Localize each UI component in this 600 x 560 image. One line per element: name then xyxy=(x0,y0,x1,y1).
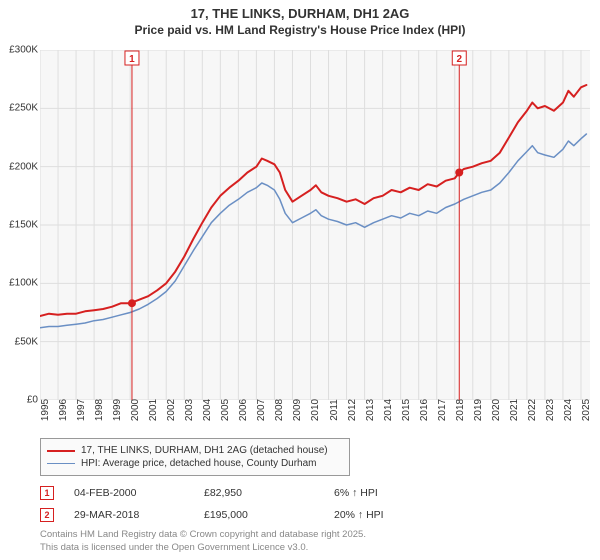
x-axis-label: 2006 xyxy=(238,399,249,421)
x-axis-label: 2001 xyxy=(148,399,159,421)
x-axis-label: 1998 xyxy=(94,399,105,421)
svg-text:2: 2 xyxy=(456,54,462,65)
x-axis-label: 1996 xyxy=(58,399,69,421)
marker-delta-1: 6% ↑ HPI xyxy=(334,487,378,499)
y-axis-label: £50K xyxy=(2,336,38,347)
legend-label-0: 17, THE LINKS, DURHAM, DH1 2AG (detached… xyxy=(81,445,328,456)
y-axis-label: £100K xyxy=(2,278,38,289)
footer-attribution: Contains HM Land Registry data © Crown c… xyxy=(40,529,366,554)
x-axis-label: 2010 xyxy=(310,399,321,421)
x-axis-label: 2016 xyxy=(419,399,430,421)
plot-area: 12 £0£50K£100K£150K£200K£250K£300K 19951… xyxy=(40,50,590,400)
footer-line-2: This data is licensed under the Open Gov… xyxy=(40,542,366,554)
marker-row-1: 1 04-FEB-2000 £82,950 6% ↑ HPI xyxy=(40,486,378,500)
y-axis-label: £250K xyxy=(2,103,38,114)
footer-line-1: Contains HM Land Registry data © Crown c… xyxy=(40,529,366,541)
y-axis-label: £0 xyxy=(2,395,38,406)
x-axis-label: 2002 xyxy=(166,399,177,421)
x-axis-label: 2014 xyxy=(383,399,394,421)
x-axis-label: 1995 xyxy=(40,399,51,421)
y-axis-label: £200K xyxy=(2,161,38,172)
plot-svg: 12 xyxy=(40,50,590,400)
x-axis-label: 2022 xyxy=(527,399,538,421)
y-axis-label: £300K xyxy=(2,45,38,56)
x-axis-label: 2019 xyxy=(473,399,484,421)
title-address: 17, THE LINKS, DURHAM, DH1 2AG xyxy=(0,6,600,21)
x-axis-label: 2011 xyxy=(329,399,340,421)
x-axis-label: 2003 xyxy=(184,399,195,421)
x-axis-label: 2015 xyxy=(401,399,412,421)
x-axis-label: 2017 xyxy=(437,399,448,421)
x-axis-label: 2013 xyxy=(365,399,376,421)
legend-label-1: HPI: Average price, detached house, Coun… xyxy=(81,458,317,469)
marker-price-1: £82,950 xyxy=(204,487,334,499)
x-axis-label: 2025 xyxy=(581,399,592,421)
marker-delta-2: 20% ↑ HPI xyxy=(334,509,384,521)
x-axis-label: 1997 xyxy=(76,399,87,421)
marker-box-1: 1 xyxy=(40,486,54,500)
x-axis-label: 2005 xyxy=(220,399,231,421)
x-axis-label: 2018 xyxy=(455,399,466,421)
x-axis-label: 2021 xyxy=(509,399,520,421)
marker-date-1: 04-FEB-2000 xyxy=(74,487,204,499)
chart-title: 17, THE LINKS, DURHAM, DH1 2AG Price pai… xyxy=(0,0,600,37)
x-axis-label: 2007 xyxy=(256,399,267,421)
x-axis-label: 2004 xyxy=(202,399,213,421)
legend-swatch-1 xyxy=(47,463,75,464)
marker-box-2: 2 xyxy=(40,508,54,522)
legend-item-hpi: HPI: Average price, detached house, Coun… xyxy=(47,458,343,469)
y-axis-label: £150K xyxy=(2,220,38,231)
chart-container: 17, THE LINKS, DURHAM, DH1 2AG Price pai… xyxy=(0,0,600,560)
title-subtitle: Price paid vs. HM Land Registry's House … xyxy=(0,23,600,37)
x-axis-label: 2023 xyxy=(545,399,556,421)
x-axis-label: 2008 xyxy=(274,399,285,421)
x-axis-label: 2020 xyxy=(491,399,502,421)
legend-swatch-0 xyxy=(47,450,75,452)
x-axis-label: 1999 xyxy=(112,399,123,421)
marker-row-2: 2 29-MAR-2018 £195,000 20% ↑ HPI xyxy=(40,508,384,522)
x-axis-label: 2009 xyxy=(292,399,303,421)
legend-item-price-paid: 17, THE LINKS, DURHAM, DH1 2AG (detached… xyxy=(47,445,343,456)
legend-box: 17, THE LINKS, DURHAM, DH1 2AG (detached… xyxy=(40,438,350,476)
x-axis-label: 2024 xyxy=(563,399,574,421)
svg-text:1: 1 xyxy=(129,54,135,65)
marker-price-2: £195,000 xyxy=(204,509,334,521)
x-axis-label: 2000 xyxy=(130,399,141,421)
x-axis-label: 2012 xyxy=(347,399,358,421)
marker-date-2: 29-MAR-2018 xyxy=(74,509,204,521)
